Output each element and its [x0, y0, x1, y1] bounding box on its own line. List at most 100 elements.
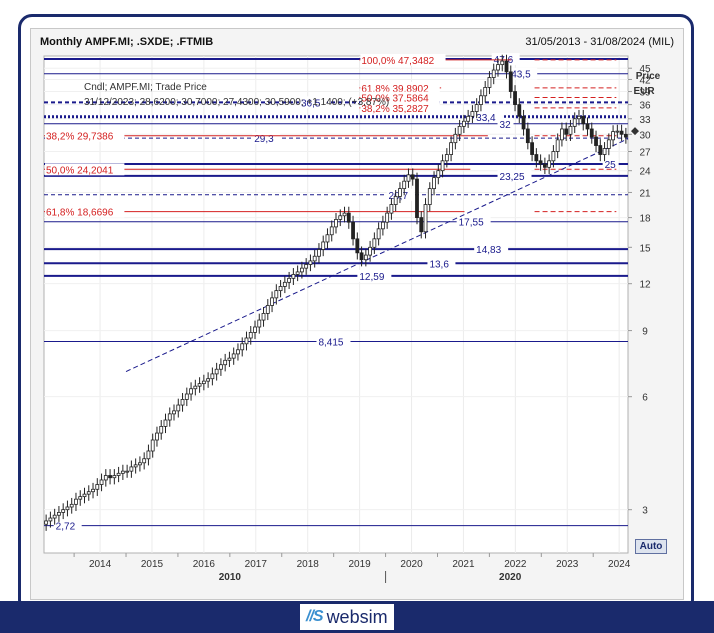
level-label-bg: [497, 169, 532, 182]
fibonacci-label: 50,0% 24,2041: [46, 165, 114, 176]
websim-logo-text: websim: [326, 606, 388, 627]
level-label-bg: [53, 519, 82, 532]
axis-price-label: Price: [636, 71, 661, 82]
candle-body: [479, 95, 483, 105]
x-tick-label: 2019: [348, 559, 371, 570]
candle-body: [133, 464, 138, 468]
y-tick-label: 30: [639, 130, 651, 141]
candle-body: [95, 484, 100, 490]
candle-body: [270, 297, 274, 306]
level-label: 36,5: [301, 98, 321, 109]
level-label-bg: [509, 67, 538, 80]
candle-body: [581, 115, 586, 125]
candle-body: [487, 77, 492, 88]
fibonacci-label-bg: [360, 53, 446, 66]
candle-body: [176, 404, 181, 412]
candle-body: [295, 271, 300, 275]
candle-body: [393, 195, 398, 205]
candle-body: [525, 128, 530, 144]
candle-body: [265, 305, 270, 314]
axis-currency-label: EUR: [633, 86, 655, 97]
candle-body: [423, 204, 428, 233]
candle-body: [227, 357, 232, 361]
candle-body: [359, 252, 364, 261]
candle-body: [564, 128, 569, 135]
candle-body: [513, 91, 517, 105]
candle-body: [594, 136, 598, 146]
candle-body: [197, 383, 202, 387]
candle-body: [551, 151, 556, 162]
level-label-bg: [474, 243, 509, 256]
candle-body: [406, 174, 411, 182]
candle-body: [585, 123, 590, 130]
candle-body: [355, 238, 360, 254]
candle-body: [500, 60, 505, 66]
candle-body: [223, 359, 228, 366]
candle-body: [125, 470, 130, 473]
level-label-bg: [602, 158, 619, 171]
candle-body: [287, 277, 292, 283]
candle-body: [244, 337, 249, 345]
y-tick-label: 42: [639, 75, 651, 86]
candle-body: [542, 163, 547, 168]
candle-body: [402, 180, 407, 190]
level-label-bg: [357, 269, 392, 282]
candle-body: [291, 274, 296, 279]
x-tick-label: 2021: [452, 559, 475, 570]
y-tick-label: 36: [639, 101, 651, 112]
level-label: 13,6: [429, 259, 449, 270]
fibonacci-label: 50,0% 37,5864: [361, 94, 429, 105]
candle-body: [261, 313, 266, 321]
candle-body: [572, 118, 577, 127]
candle-body: [274, 290, 279, 299]
y-tick-label: 21: [639, 188, 651, 199]
candle-body: [363, 254, 368, 261]
candle-body: [521, 115, 526, 130]
level-label: 12,59: [359, 272, 384, 283]
last-price-marker: [631, 127, 639, 136]
candle-body: [530, 142, 534, 155]
date-range: 31/05/2013 - 31/08/2024 (MIL): [525, 36, 674, 48]
candle-body: [555, 139, 560, 152]
candle-body: [57, 512, 61, 516]
level-label: 25: [605, 160, 617, 171]
candle-body: [82, 493, 87, 498]
level-label-bg: [252, 132, 281, 145]
candle-body: [577, 115, 581, 120]
candle-body: [389, 204, 394, 214]
candle-body: [380, 221, 385, 230]
candle-body: [325, 234, 330, 243]
candle-body: [189, 388, 193, 395]
candle-body: [346, 212, 351, 223]
candle-body: [368, 246, 373, 256]
candle-body: [240, 343, 245, 351]
candle-body: [517, 104, 522, 117]
candle-body: [219, 364, 223, 370]
legend-last-bar: 31/12/2023; 28,6200; 30,7000; 27,4300; 3…: [84, 97, 389, 108]
decade-label: 2020: [499, 572, 522, 583]
candle-body: [385, 212, 390, 223]
level-label: 23,25: [500, 172, 525, 183]
y-tick-label: 12: [639, 280, 651, 291]
x-tick-label: 2022: [504, 559, 527, 570]
candle-body: [44, 520, 49, 525]
fibonacci-label-bg: [360, 101, 440, 114]
auto-scale-button[interactable]: Auto: [635, 539, 667, 554]
y-tick-label: 3: [642, 506, 648, 517]
candle-body: [231, 353, 236, 359]
candle-body: [138, 462, 142, 466]
y-tick-label: 18: [639, 214, 651, 225]
candle-body: [146, 450, 151, 460]
level-label-bg: [316, 335, 351, 348]
chart-title: Monthly AMPF.MI; .SXDE; .FTMIB: [40, 36, 214, 48]
level-label-bg: [456, 215, 491, 228]
fibonacci-label: 100,0% 47,3482: [361, 56, 434, 67]
candle-body: [376, 228, 381, 240]
candle-body: [163, 419, 168, 427]
level-label-bg: [427, 257, 456, 270]
candle-body: [461, 120, 466, 127]
fibonacci-label-bg: [45, 163, 125, 176]
candle-body: [116, 472, 121, 476]
candle-body: [449, 142, 453, 155]
candle-body: [142, 458, 147, 464]
